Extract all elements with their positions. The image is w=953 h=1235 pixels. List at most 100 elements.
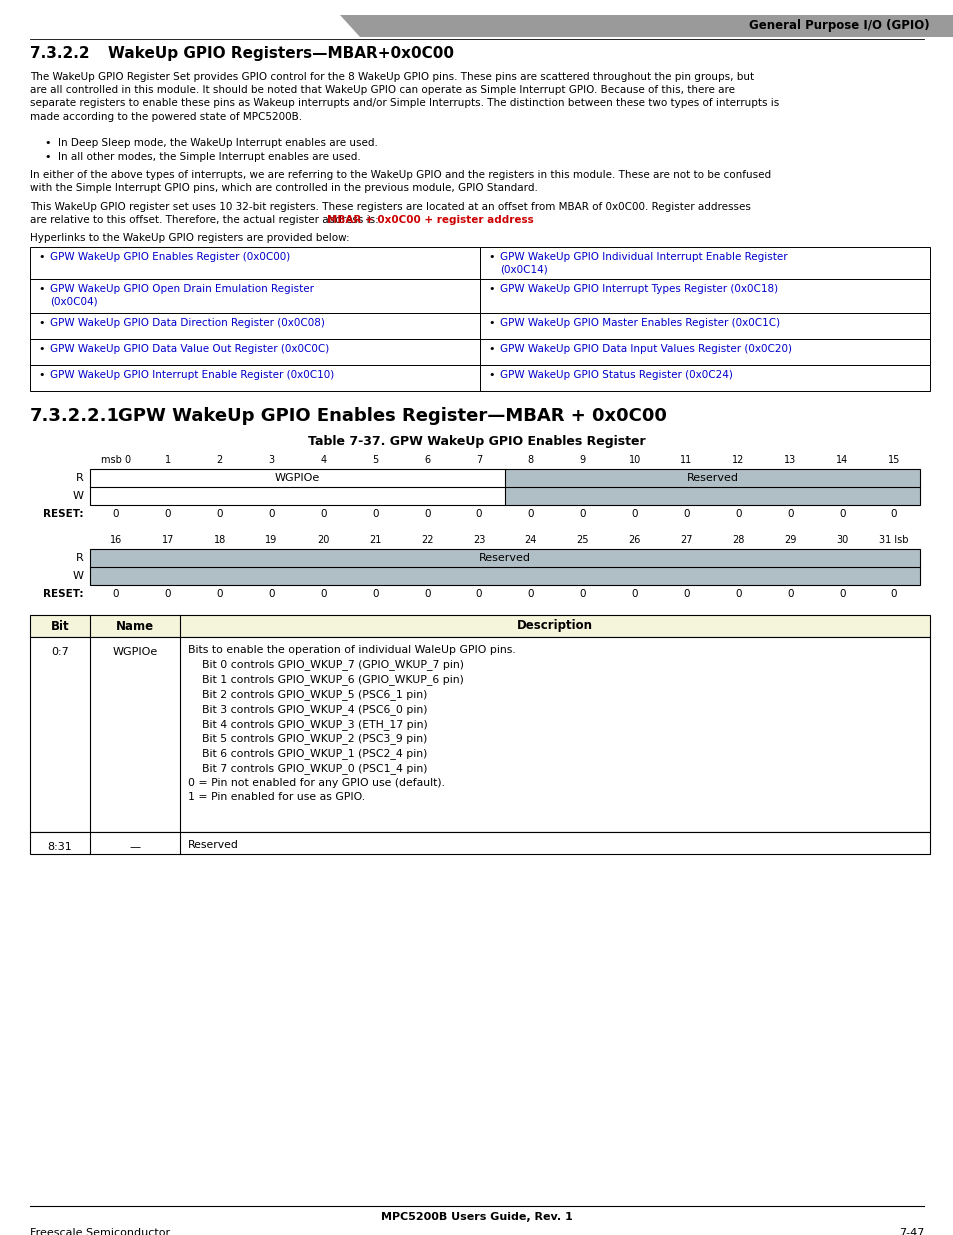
Text: 0: 0 xyxy=(423,589,430,599)
Text: 0: 0 xyxy=(838,509,844,519)
Text: 1: 1 xyxy=(165,454,171,466)
Text: 0: 0 xyxy=(890,509,897,519)
Bar xyxy=(30,312,479,338)
Text: 0: 0 xyxy=(112,589,119,599)
Bar xyxy=(30,338,479,366)
Text: •: • xyxy=(38,345,45,354)
Text: GPW WakeUp GPIO Status Register (0x0C24): GPW WakeUp GPIO Status Register (0x0C24) xyxy=(499,370,732,380)
Text: •: • xyxy=(488,284,494,294)
Bar xyxy=(30,615,929,637)
Text: 0: 0 xyxy=(579,509,585,519)
Text: In Deep Sleep mode, the WakeUp Interrupt enables are used.: In Deep Sleep mode, the WakeUp Interrupt… xyxy=(58,138,377,148)
Text: General Purpose I/O (GPIO): General Purpose I/O (GPIO) xyxy=(749,20,929,32)
Bar xyxy=(30,637,929,832)
Bar xyxy=(90,469,919,505)
Text: GPW WakeUp GPIO Data Value Out Register (0x0C0C): GPW WakeUp GPIO Data Value Out Register … xyxy=(50,345,329,354)
Text: •: • xyxy=(38,370,45,380)
Text: MBAR + 0x0C00 + register address: MBAR + 0x0C00 + register address xyxy=(326,215,533,225)
Text: are relative to this offset. Therefore, the actual register address is:: are relative to this offset. Therefore, … xyxy=(30,215,381,225)
Text: 0: 0 xyxy=(579,589,585,599)
Bar xyxy=(479,312,929,338)
Text: Reserved: Reserved xyxy=(686,473,738,483)
Text: GPW WakeUp GPIO Enables Register—MBAR + 0x0C00: GPW WakeUp GPIO Enables Register—MBAR + … xyxy=(118,408,666,425)
Text: GPW WakeUp GPIO Open Drain Emulation Register
(0x0C04): GPW WakeUp GPIO Open Drain Emulation Reg… xyxy=(50,284,314,306)
Text: 29: 29 xyxy=(783,535,796,545)
Text: WakeUp GPIO Registers—MBAR+0x0C00: WakeUp GPIO Registers—MBAR+0x0C00 xyxy=(108,46,454,61)
Text: 0: 0 xyxy=(320,589,326,599)
Bar xyxy=(30,247,479,279)
Bar xyxy=(504,469,919,505)
Text: 0: 0 xyxy=(631,589,638,599)
Text: •: • xyxy=(44,138,51,148)
Text: 0: 0 xyxy=(268,509,274,519)
Text: 0: 0 xyxy=(476,589,482,599)
Text: W: W xyxy=(73,571,84,580)
Text: Reserved: Reserved xyxy=(478,553,531,563)
Bar xyxy=(30,366,479,391)
Text: 0: 0 xyxy=(216,589,223,599)
Text: 7.3.2.2.1: 7.3.2.2.1 xyxy=(30,408,120,425)
Text: 11: 11 xyxy=(679,454,692,466)
Bar xyxy=(30,279,479,312)
Text: 8:31: 8:31 xyxy=(48,842,72,852)
Text: —: — xyxy=(130,842,140,852)
Text: GPW WakeUp GPIO Enables Register (0x0C00): GPW WakeUp GPIO Enables Register (0x0C00… xyxy=(50,252,290,262)
Text: Table 7-37. GPW WakeUp GPIO Enables Register: Table 7-37. GPW WakeUp GPIO Enables Regi… xyxy=(308,435,645,448)
Text: 0: 0 xyxy=(786,509,793,519)
Text: 28: 28 xyxy=(732,535,744,545)
Text: 27: 27 xyxy=(679,535,692,545)
Text: 15: 15 xyxy=(887,454,900,466)
Text: 0: 0 xyxy=(631,509,638,519)
Text: •: • xyxy=(38,317,45,329)
Text: 17: 17 xyxy=(161,535,173,545)
Bar xyxy=(479,247,929,279)
Text: 0: 0 xyxy=(320,509,326,519)
Text: 9: 9 xyxy=(579,454,585,466)
Text: •: • xyxy=(488,252,494,262)
Bar xyxy=(90,550,919,585)
Text: 0: 0 xyxy=(890,589,897,599)
Text: •: • xyxy=(38,284,45,294)
Text: 0: 0 xyxy=(164,589,171,599)
Text: 25: 25 xyxy=(576,535,588,545)
Text: 30: 30 xyxy=(835,535,847,545)
Text: 0: 0 xyxy=(527,509,534,519)
Text: 3: 3 xyxy=(268,454,274,466)
Text: Bit: Bit xyxy=(51,620,70,632)
Text: 12: 12 xyxy=(732,454,744,466)
Text: GPW WakeUp GPIO Data Direction Register (0x0C08): GPW WakeUp GPIO Data Direction Register … xyxy=(50,317,325,329)
Text: 7: 7 xyxy=(476,454,481,466)
Text: 6: 6 xyxy=(424,454,430,466)
Polygon shape xyxy=(339,15,953,37)
Text: 7-47: 7-47 xyxy=(898,1228,923,1235)
Text: 20: 20 xyxy=(317,535,330,545)
Text: Freescale Semiconductor: Freescale Semiconductor xyxy=(30,1228,170,1235)
Bar xyxy=(30,832,929,853)
Text: 0: 0 xyxy=(527,589,534,599)
Text: GPW WakeUp GPIO Data Input Values Register (0x0C20): GPW WakeUp GPIO Data Input Values Regist… xyxy=(499,345,791,354)
Text: •: • xyxy=(488,345,494,354)
Text: This WakeUp GPIO register set uses 10 32-bit registers. These registers are loca: This WakeUp GPIO register set uses 10 32… xyxy=(30,203,750,212)
Bar xyxy=(90,469,504,505)
Text: GPW WakeUp GPIO Interrupt Enable Register (0x0C10): GPW WakeUp GPIO Interrupt Enable Registe… xyxy=(50,370,334,380)
Text: 4: 4 xyxy=(320,454,326,466)
Bar xyxy=(479,279,929,312)
Text: 0: 0 xyxy=(838,589,844,599)
Text: RESET:: RESET: xyxy=(44,589,84,599)
Text: 24: 24 xyxy=(524,535,537,545)
Text: 19: 19 xyxy=(265,535,277,545)
Text: 0: 0 xyxy=(423,509,430,519)
Text: 31 lsb: 31 lsb xyxy=(879,535,908,545)
Text: 8: 8 xyxy=(527,454,534,466)
Text: GPW WakeUp GPIO Master Enables Register (0x0C1C): GPW WakeUp GPIO Master Enables Register … xyxy=(499,317,780,329)
Text: 0: 0 xyxy=(476,509,482,519)
Text: 13: 13 xyxy=(783,454,796,466)
Text: 18: 18 xyxy=(213,535,226,545)
Text: 14: 14 xyxy=(835,454,847,466)
Text: •: • xyxy=(38,252,45,262)
Text: RESET:: RESET: xyxy=(44,509,84,519)
Text: In all other modes, the Simple Interrupt enables are used.: In all other modes, the Simple Interrupt… xyxy=(58,152,360,162)
Text: 0: 0 xyxy=(164,509,171,519)
Text: 0: 0 xyxy=(735,589,740,599)
Text: Description: Description xyxy=(517,620,593,632)
